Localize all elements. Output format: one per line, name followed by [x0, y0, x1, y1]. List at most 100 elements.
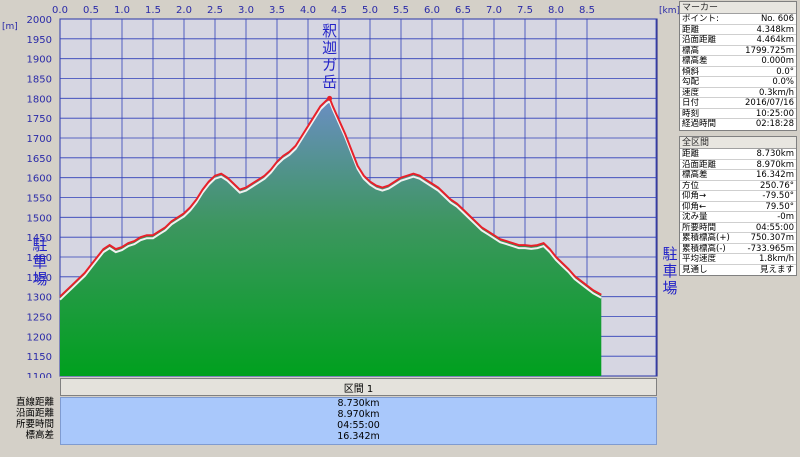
- panel-row: 沿面距離 8.970km: [680, 159, 796, 170]
- annotation-char: 駐: [32, 236, 47, 254]
- summit-point: [327, 95, 333, 101]
- annotation-label: 駐車場: [662, 245, 677, 297]
- x-tick-label: 4.0: [300, 5, 316, 16]
- x-tick-label: 3.0: [238, 5, 254, 16]
- panel-row-value: 250.76°: [760, 180, 794, 191]
- panel-row: 時刻 10:25:00: [680, 108, 796, 119]
- panel-row: 勾配 0.0%: [680, 77, 796, 88]
- panel-row-key: 見通し: [682, 264, 708, 275]
- annotation-char: 岳: [322, 73, 337, 91]
- panel-row-key: 所要時間: [682, 222, 717, 233]
- panel-row: 傾斜 0.0°: [680, 66, 796, 77]
- panel-row-key: 速度: [682, 87, 700, 98]
- panel-row-value: 0.000m: [761, 56, 794, 66]
- y-tick-label: 1850: [27, 75, 52, 86]
- panel-row: 所要時間 04:55:00: [680, 222, 796, 233]
- section-summary-values: 8.730km 8.970km 04:55:00 16.342m: [60, 397, 657, 445]
- elevation-chart: 0.0 0.5 1.0 1.5 2.0 2.5 3.0 3.5 4.0 4.5 5.0 5.5 6.0 6…: [2, 5, 679, 378]
- panel-row-key: 距離: [682, 24, 700, 35]
- panel-row-value: 0.3km/h: [759, 87, 794, 98]
- panel-row-key: 標高差: [682, 56, 708, 66]
- y-tick-label: 1200: [27, 332, 52, 343]
- panel-row-value: No. 606: [760, 14, 794, 24]
- panel-row-value: 0.0%: [772, 77, 794, 87]
- y-tick-label: 1250: [27, 313, 52, 324]
- panel-row: 経過時間 02:18:28: [680, 119, 796, 130]
- panel-row: 仰角→ -79.50°: [680, 191, 796, 202]
- panel-row-key: 時刻: [682, 108, 700, 119]
- panel-row-value: 1.8km/h: [759, 254, 794, 264]
- y-axis-ticks: 2000 1950 1900 1850 1800 1750 1700 1650 1600 1550…: [27, 15, 52, 378]
- panel-row-value: 0.0°: [776, 66, 794, 77]
- panel-row-value: -0m: [777, 212, 794, 222]
- x-tick-label: 2.0: [176, 5, 192, 16]
- panel-row-key: 方位: [682, 180, 700, 191]
- summary-value: 04:55:00: [337, 420, 380, 431]
- summary-label: 所要時間: [15, 419, 54, 430]
- panel-row-value: 8.970km: [756, 159, 794, 170]
- panel-row-key: 勾配: [682, 77, 700, 87]
- x-tick-label: 4.5: [331, 5, 347, 16]
- y-tick-label: 1800: [27, 94, 52, 105]
- x-tick-label: 2.5: [207, 5, 223, 16]
- panel-row: 速度 0.3km/h: [680, 87, 796, 98]
- panel-row: ポイント: No. 606: [680, 14, 796, 25]
- panel-row: 標高差 0.000m: [680, 56, 796, 67]
- annotation-char: ガ: [322, 56, 337, 74]
- panel-row-value: -733.965m: [747, 243, 795, 254]
- annotation-label: 駐車場: [32, 236, 47, 288]
- section-summary-labels: 直線距離 沿面距離 所要時間 標高差: [0, 397, 58, 441]
- total-panel: 全区間 距離 8.730km 沿面距離 8.970km 標高差 16.342m 方位 250.…: [679, 136, 797, 276]
- total-panel-title: 全区間: [680, 137, 796, 149]
- y-tick-label: 1450: [27, 233, 52, 244]
- panel-row-key: 沿面距離: [682, 159, 717, 170]
- panel-row-key: 沿面距離: [682, 35, 717, 45]
- panel-row-key: ポイント:: [682, 14, 719, 24]
- annotation-char: 場: [662, 279, 677, 297]
- panel-row-value: 04:55:00: [755, 222, 794, 233]
- panel-row: 日付 2016/07/16: [680, 98, 796, 109]
- panel-row-key: 日付: [682, 98, 700, 108]
- summary-value: 8.970km: [337, 409, 380, 420]
- x-tick-label: 8.5: [579, 5, 595, 16]
- x-tick-label: 7.0: [486, 5, 502, 16]
- elevation-area: [60, 98, 602, 377]
- y-tick-label: 2000: [27, 15, 52, 26]
- panel-row-value: -79.50°: [762, 191, 794, 201]
- panel-row-key: 累積標高(-): [682, 243, 726, 254]
- section-header[interactable]: 区間 1: [60, 378, 657, 396]
- summary-label: 標高差: [25, 430, 54, 441]
- panel-row: 方位 250.76°: [680, 180, 796, 191]
- panel-row-value: 4.464km: [756, 35, 794, 45]
- panel-row: 標高 1799.725m: [680, 45, 796, 56]
- x-tick-label: 5.0: [362, 5, 378, 16]
- panel-row-key: 傾斜: [682, 66, 700, 77]
- panel-row-key: 沈み量: [682, 212, 708, 222]
- panel-row-value: 見えます: [759, 264, 794, 275]
- y-tick-label: 1600: [27, 174, 52, 185]
- y-tick-label: 1400: [27, 253, 52, 264]
- panel-row-value: 02:18:28: [755, 119, 794, 129]
- x-tick-label: 6.5: [455, 5, 471, 16]
- x-tick-label: 1.5: [145, 5, 161, 16]
- panel-row-value: 8.730km: [756, 149, 794, 159]
- panel-row: 沿面距離 4.464km: [680, 35, 796, 46]
- x-tick-label: 7.5: [517, 5, 533, 16]
- panel-row-key: 標高: [682, 45, 700, 56]
- summary-label: 沿面距離: [15, 408, 54, 419]
- panel-row: 沈み量 -0m: [680, 212, 796, 223]
- annotation-char: 場: [32, 270, 47, 288]
- x-axis-ticks: 0.0 0.5 1.0 1.5 2.0 2.5 3.0 3.5 4.0 4.5 5.0 5.5 6.0 6…: [52, 5, 595, 16]
- panel-row-value: 10:25:00: [755, 108, 794, 119]
- panel-row-key: 距離: [682, 149, 700, 159]
- panel-row: 距離 4.348km: [680, 24, 796, 35]
- panel-row: 仰角← 79.50°: [680, 202, 796, 212]
- y-tick-label: 1100: [27, 372, 52, 378]
- y-tick-label: 1900: [27, 55, 52, 66]
- marker-panel-title: マーカー: [680, 2, 796, 14]
- summary-value: 16.342m: [337, 431, 380, 442]
- x-tick-label: 5.5: [393, 5, 409, 16]
- y-tick-label: 1750: [27, 114, 52, 125]
- x-unit-label: [km]: [659, 6, 679, 16]
